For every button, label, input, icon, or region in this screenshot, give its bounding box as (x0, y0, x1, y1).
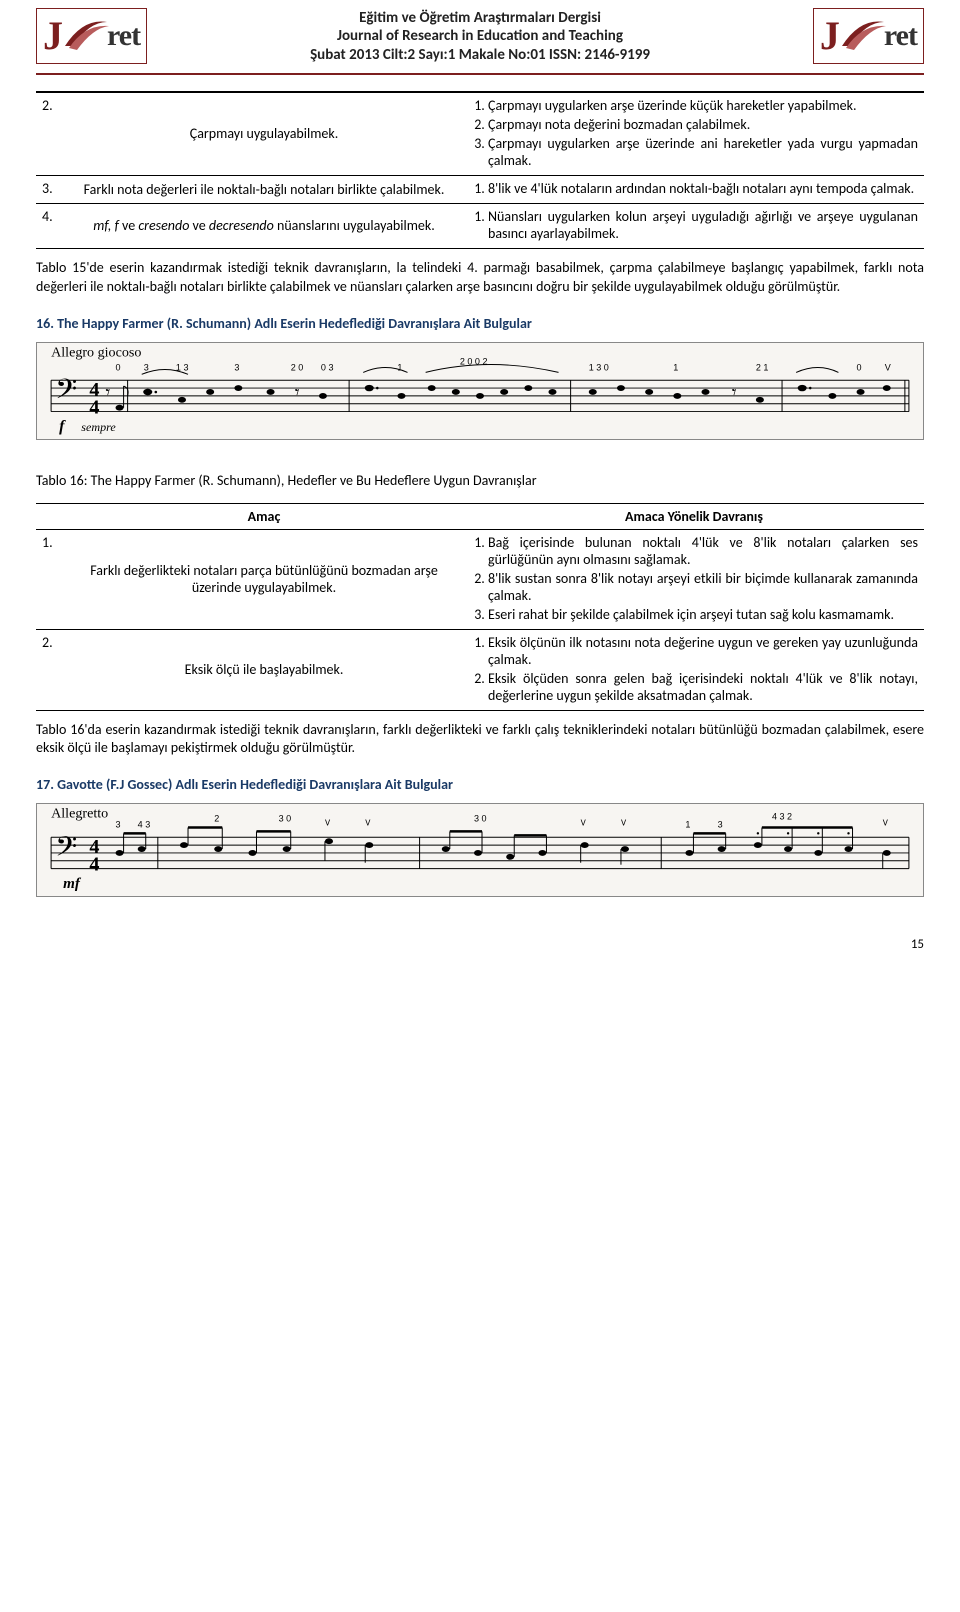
svg-text:3 0: 3 0 (474, 814, 487, 824)
table-15-summary: Tablo 15'de eserin kazandırmak istediği … (36, 259, 924, 297)
list-item: Çarpmayı nota değerini bozmadan çalabilm… (488, 116, 918, 133)
table-16: Amaç Amaca Yönelik Davranış 1.Farklı değ… (36, 503, 924, 711)
table-row-davranis: Nüansları uygularken kolun arşeyi uygula… (464, 203, 924, 248)
journal-logo-right: J ret (813, 8, 924, 64)
table-row-number: 2. (36, 92, 64, 175)
table-16-head-davranis: Amaca Yönelik Davranış (464, 504, 924, 530)
svg-text:2: 2 (214, 814, 219, 824)
logo-text-ret: ret (107, 19, 140, 53)
table-row-davranis: Eksik ölçünün ilk notasını nota değerine… (464, 629, 924, 710)
svg-text:𝄾: 𝄾 (732, 381, 737, 403)
list-item: 8'lik ve 4'lük notaların ardından noktal… (488, 180, 918, 197)
journal-title-tr: Eğitim ve Öğretim Araştırmaları Dergisi (147, 8, 813, 28)
music-score-16: Allegro giocoso 𝄢 4 4 𝄾 𝄾 (36, 342, 924, 440)
table-row-amac: Eksik ölçü ile başlayabilmek. (64, 629, 464, 710)
svg-text:Allegretto: Allegretto (51, 807, 108, 822)
svg-text:3: 3 (718, 820, 723, 830)
svg-text:sempre: sempre (81, 420, 116, 434)
table-row-davranis: Bağ içerisinde bulunan noktalı 4'lük ve … (464, 529, 924, 629)
svg-text:V: V (885, 362, 891, 372)
table-16-caption: Tablo 16: The Happy Farmer (R. Schumann)… (36, 472, 924, 489)
logo-letter-j: J (43, 16, 63, 56)
svg-text:0: 0 (116, 362, 121, 372)
table-row-number: 4. (36, 203, 64, 248)
table-15: 2.Çarpmayı uygulayabilmek. Çarpmayı uygul… (36, 91, 924, 249)
table-row-number: 1. (36, 529, 64, 629)
table-16-summary: Tablo 16'da eserin kazandırmak istediği … (36, 721, 924, 759)
table-16-head-amac: Amaç (64, 504, 464, 530)
table-row-number: 2. (36, 629, 64, 710)
svg-text:4 3: 4 3 (138, 820, 151, 830)
svg-text:V: V (325, 818, 331, 829)
svg-text:1: 1 (397, 362, 402, 372)
svg-text:4: 4 (89, 396, 99, 418)
list-item: Bağ içerisinde bulunan noktalı 4'lük ve … (488, 534, 918, 568)
journal-issue-line: Şubat 2013 Cilt:2 Sayı:1 Makale No:01 IS… (147, 45, 813, 65)
logo-swoosh-icon (840, 16, 888, 56)
list-item: Eksik ölçünün ilk notasını nota değerine… (488, 634, 918, 668)
svg-text:1 3: 1 3 (176, 362, 189, 372)
table-row-amac: mf, f ve cresendo ve decresendo nüanslar… (64, 203, 464, 248)
svg-text:𝄾: 𝄾 (295, 381, 300, 403)
svg-text:2 0: 2 0 (291, 362, 304, 372)
journal-logo-left: J ret (36, 8, 147, 64)
svg-text:3 0: 3 0 (279, 814, 292, 824)
table-row-davranis: 8'lik ve 4'lük notaların ardından noktal… (464, 175, 924, 203)
svg-text:2 1: 2 1 (756, 362, 769, 372)
table-row-davranis: Çarpmayı uygularken arşe üzerinde küçük … (464, 92, 924, 175)
list-item: Çarpmayı uygularken arşe üzerinde ani ha… (488, 135, 918, 169)
svg-text:4: 4 (89, 854, 99, 876)
list-item: Nüansları uygularken kolun arşeyi uygula… (488, 208, 918, 242)
svg-text:0: 0 (857, 362, 862, 372)
svg-text:3: 3 (144, 362, 149, 372)
svg-text:3: 3 (116, 820, 121, 830)
svg-text:Allegro giocoso: Allegro giocoso (51, 345, 141, 360)
section-17-title: 17. Gavotte (F.J Gossec) Adlı Eserin Hed… (36, 776, 924, 793)
logo-swoosh-icon (63, 16, 111, 56)
svg-text:2 0 0 2: 2 0 0 2 (460, 356, 488, 366)
svg-text:1 3 0: 1 3 0 (589, 362, 609, 372)
svg-text:𝄾: 𝄾 (105, 381, 110, 403)
svg-text:3: 3 (234, 362, 239, 372)
svg-text:𝄢: 𝄢 (55, 832, 77, 868)
svg-text:mf: mf (63, 877, 82, 893)
list-item: Çarpmayı uygularken arşe üzerinde küçük … (488, 97, 918, 114)
svg-text:V: V (883, 818, 889, 829)
svg-text:f: f (59, 418, 66, 435)
svg-text:1: 1 (673, 362, 678, 372)
svg-text:𝄢: 𝄢 (55, 375, 77, 411)
journal-title-en: Journal of Research in Education and Tea… (147, 26, 813, 46)
section-16-title: 16. The Happy Farmer (R. Schumann) Adlı … (36, 315, 924, 332)
svg-text:V: V (621, 818, 627, 829)
svg-text:V: V (365, 818, 371, 829)
list-item: 8'lik sustan sonra 8'lik notayı arşeyi e… (488, 570, 918, 604)
svg-text:0 3: 0 3 (321, 362, 334, 372)
svg-text:1: 1 (685, 820, 690, 830)
journal-title-block: Eğitim ve Öğretim Araştırmaları Dergisi … (147, 8, 813, 65)
list-item: Eseri rahat bir şekilde çalabilmek için … (488, 606, 918, 623)
journal-header: J ret Eğitim ve Öğretim Araştırmaları De… (36, 0, 924, 75)
svg-text:V: V (581, 818, 587, 829)
music-score-17: Allegretto 𝄢 4 4 V V (36, 803, 924, 897)
table-row-amac: Çarpmayı uygulayabilmek. (64, 92, 464, 175)
page-number: 15 (36, 937, 924, 952)
table-row-amac: Farklı nota değerleri ile noktalı-bağlı … (64, 175, 464, 203)
table-row-number: 3. (36, 175, 64, 203)
svg-text:4 3 2: 4 3 2 (772, 812, 792, 822)
logo-letter-j: J (820, 16, 840, 56)
list-item: Eksik ölçüden sonra gelen bağ içerisinde… (488, 670, 918, 704)
logo-text-ret: ret (884, 19, 917, 53)
table-row-amac: Farklı değerlikteki notaları parça bütün… (64, 529, 464, 629)
